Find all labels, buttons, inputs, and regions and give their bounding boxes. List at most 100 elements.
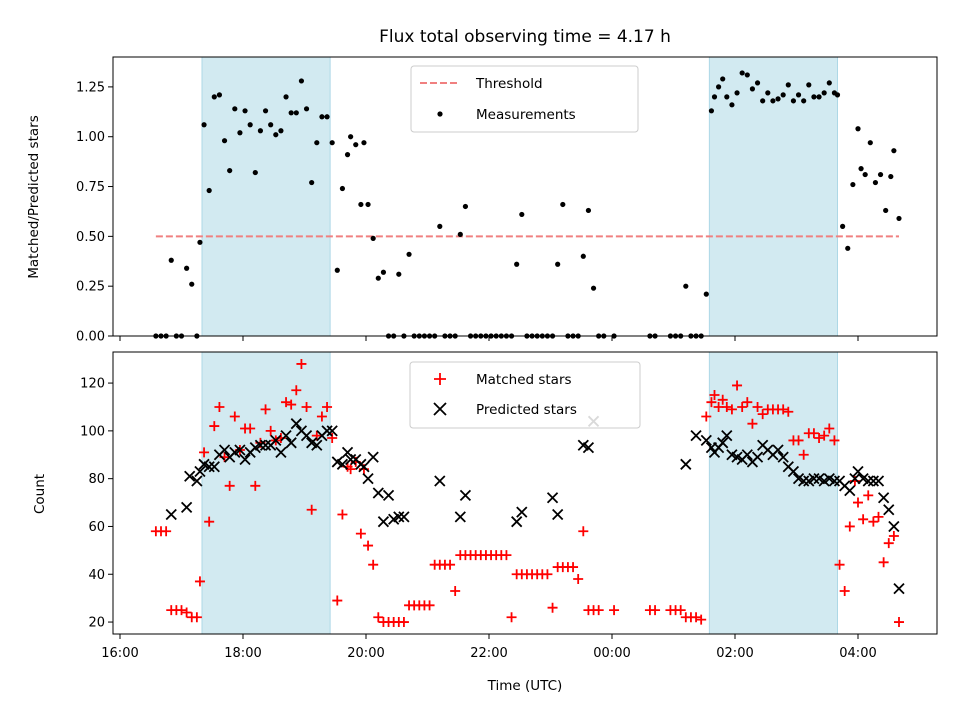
predicted-star-point (239, 453, 251, 466)
matched-star-point (593, 605, 604, 616)
predicted-star-point (300, 430, 313, 442)
measurement-point (891, 148, 897, 154)
measurement-point (242, 108, 248, 114)
matched-star-point (327, 433, 338, 444)
measurement-point (816, 94, 822, 100)
measurement-point (257, 128, 264, 134)
measurement-point (896, 215, 902, 222)
matched-star-point (883, 538, 894, 549)
matched-star-point (245, 423, 256, 434)
matched-star-point (609, 605, 620, 616)
legend-measurements-label: Measurements (476, 107, 576, 123)
legend-matched-label: Matched stars (476, 372, 572, 388)
measurement-point (278, 128, 284, 134)
measurement-point (806, 82, 812, 88)
matched-star-point (176, 605, 187, 616)
predicted-star-point (234, 444, 246, 456)
top-axes-frame (112, 56, 938, 337)
top-y-tick-label: 0.50 (76, 230, 105, 245)
predicted-star-point (382, 489, 395, 502)
predicted-star-point (552, 508, 564, 521)
matched-star-point (757, 409, 768, 420)
measurement-point (437, 223, 443, 229)
measurement-point (406, 251, 412, 257)
top-legend-frame (410, 65, 639, 133)
predicted-star-point (275, 446, 287, 459)
matched-star-point (424, 600, 435, 611)
matched-star-point (214, 401, 225, 412)
predicted-star-point (516, 506, 528, 518)
measurement-point (744, 72, 750, 78)
matched-star-point (839, 585, 850, 596)
highlight-region-1 (201, 351, 331, 635)
predicted-star-point (867, 475, 880, 487)
measurement-point (729, 102, 735, 108)
matched-star-point (742, 397, 753, 408)
predicted-star-point (828, 475, 841, 487)
predicted-star-point (872, 475, 885, 487)
top-y-tick-label: 0.75 (76, 180, 105, 195)
measurement-point (358, 201, 364, 208)
measurement-point (309, 179, 315, 186)
measurement-point (268, 122, 274, 128)
measurement-point (462, 203, 469, 210)
matched-star-point (306, 504, 317, 515)
measurement-point (590, 285, 597, 291)
matched-star-point (450, 585, 461, 596)
bottom-y-tick-label: 60 (88, 520, 105, 535)
predicted-star-point (700, 434, 712, 447)
predicted-star-point (751, 451, 764, 463)
matched-star-point (281, 397, 292, 408)
bottom-legend-frame (409, 361, 641, 429)
measurement-point (711, 94, 718, 100)
measurement-point (708, 108, 715, 114)
matched-star-point (868, 516, 879, 527)
predicted-star-point (321, 425, 333, 437)
matched-star-point (858, 514, 869, 525)
top-y-tick-label: 1.00 (76, 130, 105, 145)
predicted-star-point (787, 465, 800, 478)
predicted-star-point (184, 470, 196, 482)
measurement-point (845, 245, 851, 251)
measurement-point (785, 82, 791, 88)
bottom-y-tick-label: 100 (80, 424, 105, 439)
bottom-axes-frame (112, 351, 938, 635)
measurement-point (580, 253, 586, 259)
matched-star-point (701, 411, 712, 422)
measurement-point (361, 140, 367, 146)
matched-star-point (829, 435, 840, 446)
measurement-point (821, 90, 827, 96)
measurement-point (795, 92, 802, 98)
matched-star-point (260, 404, 271, 415)
predicted-star-point (717, 437, 729, 449)
matched-star-point (363, 540, 374, 551)
matched-star-point (819, 430, 830, 441)
chart-title: Flux total observing time = 4.17 h (379, 27, 671, 47)
measurement-point (247, 122, 253, 128)
predicted-star-point (372, 487, 384, 499)
matched-star-point (301, 401, 312, 412)
legend-predicted-swatch (433, 402, 447, 416)
measurement-point (365, 201, 371, 208)
predicted-star-point (888, 520, 900, 533)
matched-star-point (783, 406, 794, 417)
highlight-region-2 (708, 351, 838, 635)
matched-star-point (199, 447, 210, 458)
measurement-point (288, 110, 294, 116)
predicted-star-point (285, 437, 297, 449)
matched-star-point (824, 423, 835, 434)
measurement-point (811, 94, 817, 100)
bottom-y-tick-label: 40 (88, 568, 105, 583)
measurement-point (872, 179, 879, 186)
predicted-star-point (254, 439, 267, 451)
measurement-point (760, 98, 766, 104)
matched-star-point (721, 401, 732, 412)
matched-star-point (547, 602, 558, 613)
x-axis-label: Time (UTC) (487, 678, 563, 694)
predicted-star-point (393, 511, 405, 523)
matched-star-point (691, 612, 702, 623)
matched-star-point (675, 605, 686, 616)
predicted-star-point (849, 473, 861, 485)
measurement-point (780, 92, 786, 98)
matched-star-point (311, 430, 322, 441)
